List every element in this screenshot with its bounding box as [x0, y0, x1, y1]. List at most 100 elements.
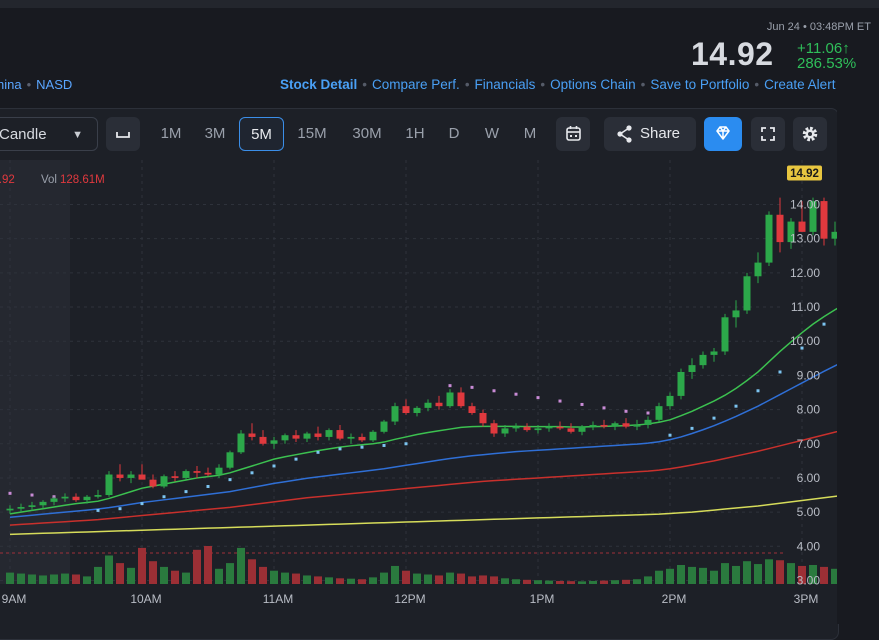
candle-body [633, 424, 641, 427]
horizontal-grid [0, 204, 783, 581]
timeframe-1h[interactable]: 1H [405, 125, 425, 142]
candle [281, 433, 289, 444]
volume-bar [776, 560, 784, 584]
candle-body [215, 467, 223, 475]
volume-bar [116, 563, 124, 584]
candle-body [50, 498, 58, 502]
psar-dot [272, 464, 276, 468]
candle-body [798, 221, 806, 232]
exchange-link[interactable]: NASD [36, 77, 73, 92]
psar-dot [800, 346, 804, 350]
volume-bar [567, 581, 575, 584]
candle [776, 197, 784, 253]
country-link[interactable]: hina [0, 77, 22, 92]
volume-bars [6, 546, 837, 584]
exchange-info: hina • NASD [0, 77, 72, 92]
psar-dot [624, 409, 628, 413]
volume-bar [28, 574, 36, 584]
candle-body [699, 354, 707, 366]
candle [292, 430, 300, 443]
chart-type-select[interactable]: Candle ▼ [0, 117, 98, 151]
nav-save-to-portfolio[interactable]: Save to Portfolio [650, 77, 750, 92]
candle-body [138, 474, 146, 480]
candle-body [105, 474, 113, 496]
nav-financials[interactable]: Financials [474, 77, 536, 92]
candle-body [732, 310, 740, 318]
candle [116, 464, 124, 482]
candle-body [336, 430, 344, 439]
candle [732, 300, 740, 328]
candle [39, 500, 47, 509]
volume-bar [479, 575, 487, 584]
nav-stock-detail[interactable]: Stock Detail [280, 77, 358, 92]
volume-bar [765, 559, 773, 584]
price-change-percent: 286.53% [797, 55, 857, 72]
nav-create-alert[interactable]: Create Alert [764, 77, 836, 92]
candle [699, 351, 707, 369]
volume-bar [105, 555, 113, 584]
candle-body [578, 426, 586, 432]
calendar-button[interactable] [556, 117, 590, 151]
volume-bar [633, 579, 641, 584]
volume-bar [369, 577, 377, 584]
candle [138, 464, 146, 480]
candle-body [490, 423, 498, 434]
up-arrow-icon: ↑ [842, 40, 850, 57]
y-tick-label: 3.00 [797, 573, 821, 587]
timeframe-15m[interactable]: 15M [297, 125, 327, 142]
candle-body [787, 221, 795, 243]
timeframe-d[interactable]: D [448, 125, 460, 142]
psar-dot [690, 426, 694, 430]
premium-button[interactable] [704, 117, 742, 151]
volume-bar [655, 570, 663, 584]
psar-dot [316, 450, 320, 454]
fullscreen-button[interactable] [751, 117, 785, 151]
candle-body [226, 452, 234, 468]
candle-body [710, 351, 718, 355]
y-tick-label: 14.00 [790, 198, 820, 212]
x-tick-label: 12PM [394, 592, 425, 606]
volume-bar [721, 563, 729, 584]
drawing-tool-button[interactable] [106, 117, 140, 151]
candle-body [655, 406, 663, 420]
volume-bar [270, 570, 278, 584]
price-change-value: +11.06 [797, 40, 843, 57]
candle [72, 493, 80, 502]
candle [600, 419, 608, 429]
psar-dot [118, 507, 122, 511]
timeframe-m[interactable]: M [523, 125, 537, 142]
candle [820, 197, 828, 246]
candle [17, 503, 25, 513]
candle-body [369, 431, 377, 441]
timeframe-5m[interactable]: 5M [239, 117, 284, 151]
timeframe-w[interactable]: W [484, 125, 500, 142]
volume-bar [589, 580, 597, 584]
legend-volume-label: Vol [41, 174, 57, 186]
timeframe-1m[interactable]: 1M [160, 125, 182, 142]
candle [325, 428, 333, 441]
volume-bar [413, 573, 421, 584]
candle [490, 419, 498, 437]
volume-bar [149, 561, 157, 584]
timeframe-30m[interactable]: 30M [352, 125, 382, 142]
candle-body [545, 426, 553, 429]
price-chart[interactable]: 14.00 13.00 12.00 11.00 10.00 9.00 8.00 7.00 6.0… [0, 160, 837, 624]
y-tick-label: 8.00 [797, 403, 821, 417]
share-button[interactable]: Share [604, 117, 696, 151]
candle [259, 430, 267, 446]
legend-price: 14.92 [0, 174, 15, 186]
volume-bar [292, 573, 300, 584]
timeframe-3m[interactable]: 3M [204, 125, 226, 142]
candle [534, 424, 542, 434]
candle [765, 211, 773, 267]
settings-button[interactable] [793, 117, 827, 151]
psar-dot [228, 478, 232, 482]
nav-options-chain[interactable]: Options Chain [550, 77, 636, 92]
candles [6, 197, 837, 514]
y-axis: 14.00 13.00 12.00 11.00 10.00 9.00 8.00 7.00 6.0… [790, 198, 820, 588]
candle [721, 313, 729, 355]
volume-bar [237, 547, 245, 584]
nav-compare-perf[interactable]: Compare Perf. [372, 77, 460, 92]
volume-bar [94, 566, 102, 584]
candle [644, 416, 652, 429]
